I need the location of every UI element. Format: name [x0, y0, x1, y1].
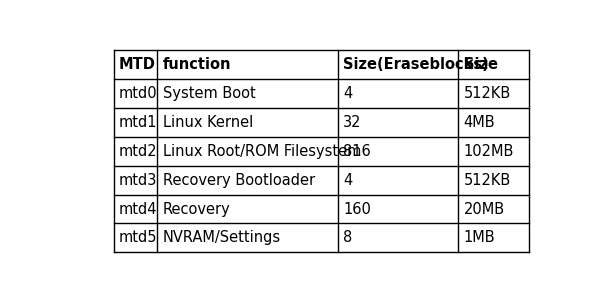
Text: 20MB: 20MB — [464, 201, 505, 217]
Text: 1MB: 1MB — [464, 230, 495, 245]
Text: Recovery: Recovery — [162, 201, 230, 217]
Text: NVRAM/Settings: NVRAM/Settings — [162, 230, 281, 245]
Text: Linux Root/ROM Filesystem: Linux Root/ROM Filesystem — [162, 144, 361, 159]
Text: mtd2: mtd2 — [119, 144, 158, 159]
Text: mtd4: mtd4 — [119, 201, 158, 217]
Text: mtd5: mtd5 — [119, 230, 158, 245]
Text: 512KB: 512KB — [464, 173, 511, 188]
Text: 32: 32 — [343, 115, 362, 130]
Text: 160: 160 — [343, 201, 371, 217]
Text: Size(Eraseblocks): Size(Eraseblocks) — [343, 57, 489, 72]
Text: 8: 8 — [343, 230, 352, 245]
Text: System Boot: System Boot — [162, 86, 255, 101]
Text: 4: 4 — [343, 86, 352, 101]
Text: mtd0: mtd0 — [119, 86, 158, 101]
Text: Linux Kernel: Linux Kernel — [162, 115, 253, 130]
Text: 4MB: 4MB — [464, 115, 495, 130]
Text: MTD: MTD — [119, 57, 156, 72]
Text: Size: Size — [464, 57, 497, 72]
Text: 102MB: 102MB — [464, 144, 514, 159]
Text: 512KB: 512KB — [464, 86, 511, 101]
Text: mtd1: mtd1 — [119, 115, 158, 130]
Text: 4: 4 — [343, 173, 352, 188]
Text: Recovery Bootloader: Recovery Bootloader — [162, 173, 315, 188]
Text: function: function — [162, 57, 231, 72]
Text: 816: 816 — [343, 144, 371, 159]
Text: mtd3: mtd3 — [119, 173, 158, 188]
